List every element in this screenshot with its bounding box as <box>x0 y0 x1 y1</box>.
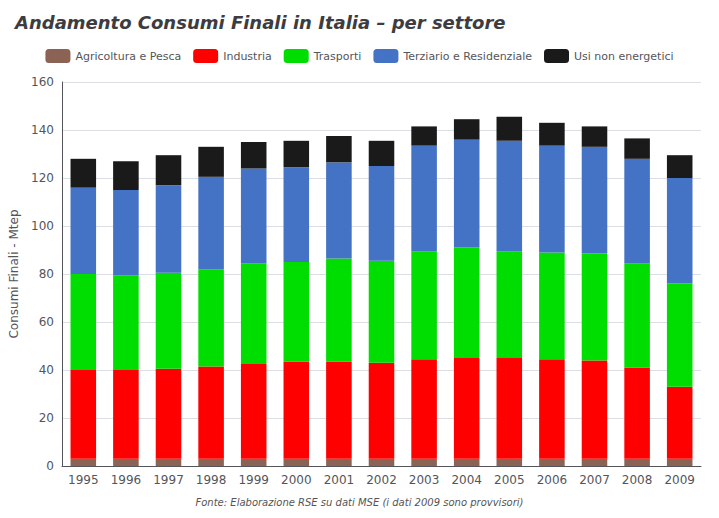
svg-text:Terziario e Residenziale: Terziario e Residenziale <box>402 50 532 63</box>
svg-text:2006: 2006 <box>537 473 568 487</box>
svg-text:1997: 1997 <box>153 473 184 487</box>
svg-text:1996: 1996 <box>111 473 142 487</box>
svg-text:2004: 2004 <box>451 473 482 487</box>
svg-text:100: 100 <box>31 219 54 233</box>
svg-text:Agricoltura e Pesca: Agricoltura e Pesca <box>75 50 181 63</box>
svg-text:2003: 2003 <box>409 473 440 487</box>
svg-text:1995: 1995 <box>68 473 99 487</box>
svg-text:1998: 1998 <box>196 473 227 487</box>
svg-text:Fonte: Elaborazione RSE su dat: Fonte: Elaborazione RSE su dati MSE (i d… <box>195 497 523 508</box>
svg-text:80: 80 <box>39 267 54 281</box>
svg-text:2008: 2008 <box>622 473 653 487</box>
svg-text:Industria: Industria <box>223 50 272 63</box>
svg-text:140: 140 <box>31 123 54 137</box>
svg-text:60: 60 <box>39 315 54 329</box>
svg-text:1999: 1999 <box>238 473 269 487</box>
svg-text:160: 160 <box>31 75 54 89</box>
svg-text:2002: 2002 <box>366 473 397 487</box>
svg-text:Trasporti: Trasporti <box>313 50 362 63</box>
svg-text:120: 120 <box>31 171 54 185</box>
svg-text:0: 0 <box>46 459 54 473</box>
svg-text:2005: 2005 <box>494 473 525 487</box>
svg-text:2009: 2009 <box>664 473 695 487</box>
svg-text:2007: 2007 <box>579 473 610 487</box>
svg-text:Usi non energetici: Usi non energetici <box>574 50 674 63</box>
svg-text:40: 40 <box>39 363 54 377</box>
svg-text:2000: 2000 <box>281 473 312 487</box>
svg-text:2001: 2001 <box>324 473 355 487</box>
svg-text:20: 20 <box>39 411 54 425</box>
svg-text:Consumi Finali - Mtep: Consumi Finali - Mtep <box>7 209 21 338</box>
svg-text:Andamento Consumi Finali in It: Andamento Consumi Finali in Italia – per… <box>13 12 505 33</box>
